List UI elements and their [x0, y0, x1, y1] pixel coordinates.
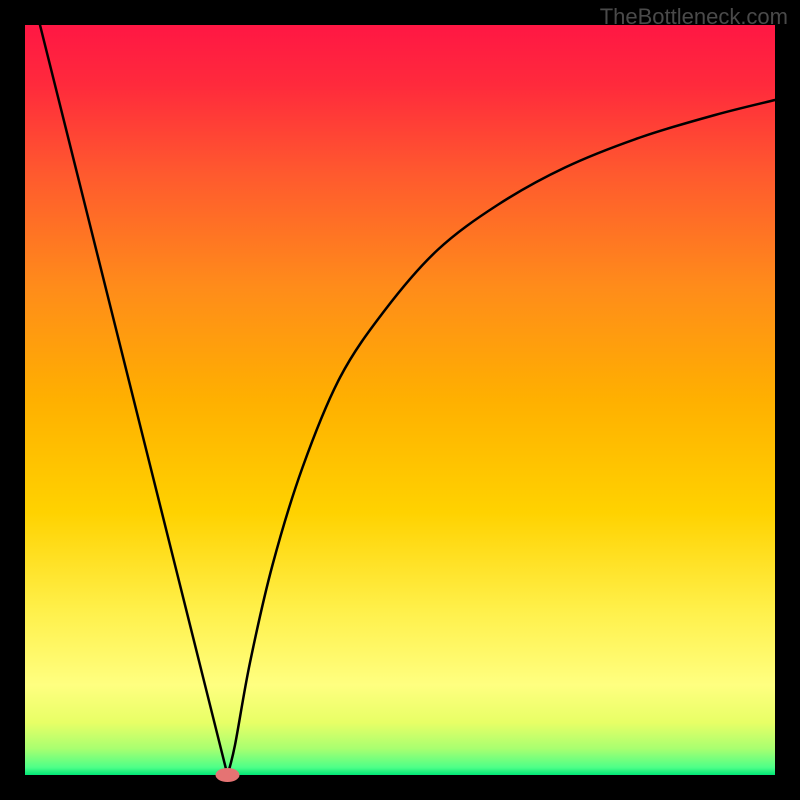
chart-svg — [0, 0, 800, 800]
watermark-text: TheBottleneck.com — [600, 4, 788, 30]
minimum-marker — [216, 768, 240, 782]
plot-background — [25, 25, 775, 775]
bottleneck-chart: TheBottleneck.com — [0, 0, 800, 800]
